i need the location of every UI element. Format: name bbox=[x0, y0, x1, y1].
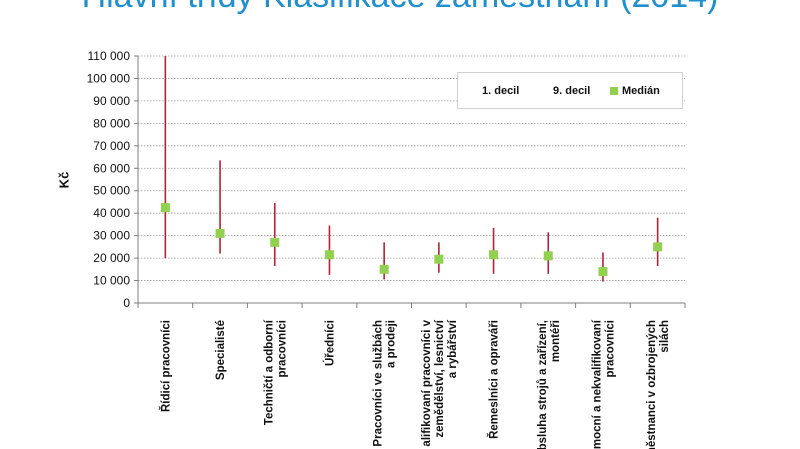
x-tick-label-line: pracovníci bbox=[604, 320, 616, 378]
x-tick-label-line: mocní a nekvalifikovaní bbox=[591, 319, 603, 449]
x-tick-label: Techničtí a odbornípracovníci bbox=[263, 319, 288, 425]
median-marker bbox=[543, 251, 553, 261]
x-tick-label-line: a prodeji bbox=[386, 320, 398, 368]
x-tick-label-line: Specialisté bbox=[215, 320, 227, 380]
y-tick-label: 40 000 bbox=[93, 206, 130, 220]
legend-item-decile-1: 1. decil bbox=[482, 85, 519, 97]
median-marker bbox=[270, 237, 280, 247]
x-tick-label-line: montéři bbox=[550, 320, 562, 362]
legend-label-decile-9: 9. decil bbox=[553, 85, 591, 97]
median-marker bbox=[653, 242, 663, 252]
median-marker bbox=[160, 203, 170, 213]
x-tick-label-line: Techničtí a odborní bbox=[263, 319, 275, 425]
legend: 1. decil 9. decil Medián bbox=[457, 72, 683, 109]
legend-label-median: Medián bbox=[622, 85, 660, 97]
y-tick-label: 20 000 bbox=[93, 251, 130, 265]
legend-swatch-median bbox=[610, 87, 618, 95]
x-tick-label-line: Řídicí pracovníci bbox=[159, 320, 172, 412]
y-tick-label: 30 000 bbox=[93, 229, 130, 243]
x-tick-label: Pracovníci ve službácha prodeji bbox=[373, 320, 398, 447]
x-tick-label-line: Řemeslníci a opraváři bbox=[488, 320, 501, 439]
median-marker bbox=[215, 228, 225, 238]
x-tick-label: Řídicí pracovníci bbox=[159, 320, 172, 412]
median-marker bbox=[324, 250, 334, 260]
median-marker bbox=[489, 250, 499, 260]
y-tick-label: 80 000 bbox=[93, 116, 130, 130]
x-tick-label: městnanci v ozbrojenýchsilách bbox=[646, 320, 671, 449]
y-tick-label: 110 000 bbox=[88, 49, 131, 63]
y-tick-label: 90 000 bbox=[93, 94, 130, 108]
x-tick-label-line: a rybářství bbox=[447, 319, 459, 378]
x-tick-label-line: alifikovaní pracovníci v bbox=[421, 319, 433, 446]
x-tick-label-line: Úředníci bbox=[323, 320, 336, 366]
x-tick-label-line: městnanci v ozbrojených bbox=[646, 320, 658, 449]
y-tick-label: 60 000 bbox=[93, 161, 130, 175]
x-tick-label-line: silách bbox=[659, 320, 671, 353]
x-tick-label-line: Pracovníci ve službách bbox=[373, 320, 385, 447]
x-tick-label-line: bsluha strojů a zařízení, bbox=[537, 320, 549, 449]
x-tick-label: bsluha strojů a zařízení,montéři bbox=[537, 320, 562, 449]
x-tick-label: Úředníci bbox=[323, 320, 336, 366]
x-tick-label-line: pracovníci bbox=[276, 320, 288, 378]
x-tick-label-line: zemědělství, lesnictví bbox=[434, 319, 446, 437]
x-tick-label: Řemeslníci a opraváři bbox=[488, 320, 501, 439]
legend-item-decile-9: 9. decil bbox=[553, 85, 590, 97]
x-tick-label: mocní a nekvalifikovanípracovníci bbox=[591, 319, 616, 449]
x-tick-label: Specialisté bbox=[215, 320, 227, 380]
y-tick-label: 0 bbox=[123, 296, 130, 310]
y-tick-label: 50 000 bbox=[93, 184, 130, 198]
median-marker bbox=[434, 254, 444, 264]
y-tick-label: 10 000 bbox=[93, 274, 130, 288]
slide-title: Hlavní třídy Klasifikace zaměstnání (201… bbox=[0, 0, 800, 16]
y-tick-label: 100 000 bbox=[87, 71, 131, 85]
y-tick-label: 70 000 bbox=[93, 139, 130, 153]
median-marker bbox=[379, 264, 389, 274]
legend-item-median: Medián bbox=[610, 85, 660, 97]
x-tick-label: alifikovaní pracovníci vzemědělství, les… bbox=[421, 319, 459, 446]
y-axis-label: Kč bbox=[56, 171, 72, 189]
legend-label-decile-1: 1. decil bbox=[482, 85, 520, 97]
median-marker bbox=[598, 267, 608, 277]
